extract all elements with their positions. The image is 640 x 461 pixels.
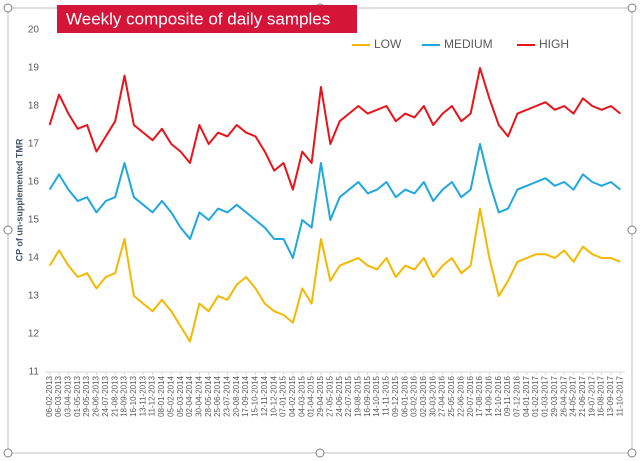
- series-line: [48, 143, 621, 259]
- y-axis-label: CP of un-supplemented TMR: [14, 138, 24, 261]
- y-tick-label: 20: [28, 25, 40, 36]
- x-tick-label: 30-03-2016: [428, 375, 437, 416]
- x-tick-label: 05-02-2014: [166, 375, 175, 416]
- y-tick-label: 19: [28, 63, 40, 74]
- x-tick-label: 06-02-2013: [45, 375, 54, 416]
- x-tick-label: 11-12-2013: [148, 375, 157, 416]
- x-tick-label: 02-04-2014: [185, 375, 194, 416]
- y-tick-label: 16: [28, 177, 40, 188]
- x-tick-label: 03-02-2016: [410, 375, 419, 416]
- x-tick-label: 30-04-2014: [194, 375, 203, 416]
- legend-label: LOW: [374, 37, 402, 51]
- x-tick-label: 01-02-2017: [531, 375, 540, 416]
- x-tick-label: 02-03-2016: [419, 375, 428, 416]
- x-tick-label: 28-05-2014: [204, 375, 213, 416]
- x-tick-label: 19-07-2017: [587, 375, 596, 416]
- x-tick-label: 16-10-2013: [129, 375, 138, 416]
- x-tick-label: 09-11-2016: [503, 375, 512, 416]
- x-tick-label: 20-07-2016: [466, 375, 475, 416]
- x-tick-label: 26-04-2017: [559, 375, 568, 416]
- x-tick-label: 04-01-2017: [522, 375, 531, 416]
- selection-handles: [3, 3, 637, 458]
- y-tick-label: 17: [28, 139, 40, 150]
- x-tick-label: 16-09-2015: [363, 375, 372, 416]
- x-tick-label: 01-05-2013: [73, 375, 82, 416]
- x-tick-label: 24-06-2015: [335, 375, 344, 416]
- legend-label: HIGH: [539, 37, 569, 51]
- series-line: [48, 67, 621, 191]
- x-tick-label: 23-07-2014: [223, 375, 232, 416]
- x-tick-label: 06-03-2013: [54, 375, 63, 416]
- chart-frame: [7, 7, 633, 454]
- title-box: [57, 5, 357, 33]
- y-tick-label: 13: [28, 291, 40, 302]
- legend-label: MEDIUM: [444, 37, 493, 51]
- x-tick-label: 24-07-2013: [101, 375, 110, 416]
- x-tick-label: 25-06-2014: [213, 375, 222, 416]
- x-tick-label: 18-09-2013: [120, 375, 129, 416]
- x-tick-label: 22-06-2016: [456, 375, 465, 416]
- y-tick-label: 18: [28, 101, 40, 112]
- y-tick-label: 15: [28, 215, 40, 226]
- x-tick-label: 04-02-2015: [288, 375, 297, 416]
- x-tick-label: 21-06-2017: [578, 375, 587, 416]
- x-tick-label: 29-04-2015: [316, 375, 325, 416]
- x-tick-label: 11-10-2017: [615, 375, 624, 416]
- x-tick-label: 07-01-2015: [279, 375, 288, 416]
- x-tick-label: 12-11-2014: [260, 375, 269, 416]
- x-tick-label: 13-09-2017: [606, 375, 615, 416]
- x-tick-label: 19-08-2015: [353, 375, 362, 416]
- x-tick-label: 07-12-2016: [513, 375, 522, 416]
- x-tick-label: 03-04-2013: [63, 375, 72, 416]
- x-tick-label: 14-10-2015: [372, 375, 381, 416]
- x-tick-label: 05-03-2014: [176, 375, 185, 416]
- x-tick-label: 04-03-2015: [297, 375, 306, 416]
- x-tick-label: 01-03-2017: [541, 375, 550, 416]
- x-tick-label: 12-10-2016: [494, 375, 503, 416]
- x-tick-label: 08-01-2014: [157, 375, 166, 416]
- chart-title: Weekly composite of daily samples: [66, 9, 330, 28]
- x-tick-label: 26-06-2013: [92, 375, 101, 416]
- x-tick-label: 29-03-2017: [550, 375, 559, 416]
- x-tick-label: 27-04-2016: [438, 375, 447, 416]
- x-tick-label: 20-08-2014: [232, 375, 241, 416]
- x-tick-label: 16-08-2017: [597, 375, 606, 416]
- x-tick-label: 15-10-2014: [251, 375, 260, 416]
- x-tick-label: 24-05-2017: [569, 375, 578, 416]
- y-tick-label: 14: [28, 253, 40, 264]
- y-tick-label: 12: [28, 329, 40, 340]
- x-tick-label: 09-12-2015: [391, 375, 400, 416]
- x-tick-label: 06-01-2016: [400, 375, 409, 416]
- x-tick-label: 29-05-2013: [82, 375, 91, 416]
- x-tick-label: 11-11-2015: [382, 375, 391, 415]
- x-tick-label: 13-11-2013: [138, 375, 147, 416]
- x-tick-label: 22-07-2015: [344, 375, 353, 416]
- series-line: [48, 207, 621, 343]
- x-tick-label: 25-05-2016: [447, 375, 456, 416]
- x-tick-label: 01-04-2015: [307, 375, 316, 416]
- y-tick-label: 11: [29, 367, 40, 378]
- x-tick-label: 17-09-2014: [241, 375, 250, 416]
- x-tick-label: 10-12-2014: [269, 375, 278, 416]
- x-tick-label: 14-09-2016: [484, 375, 493, 416]
- x-tick-label: 27-05-2015: [325, 375, 334, 416]
- x-tick-label: 21-08-2013: [110, 375, 119, 416]
- x-tick-label: 17-08-2016: [475, 375, 484, 416]
